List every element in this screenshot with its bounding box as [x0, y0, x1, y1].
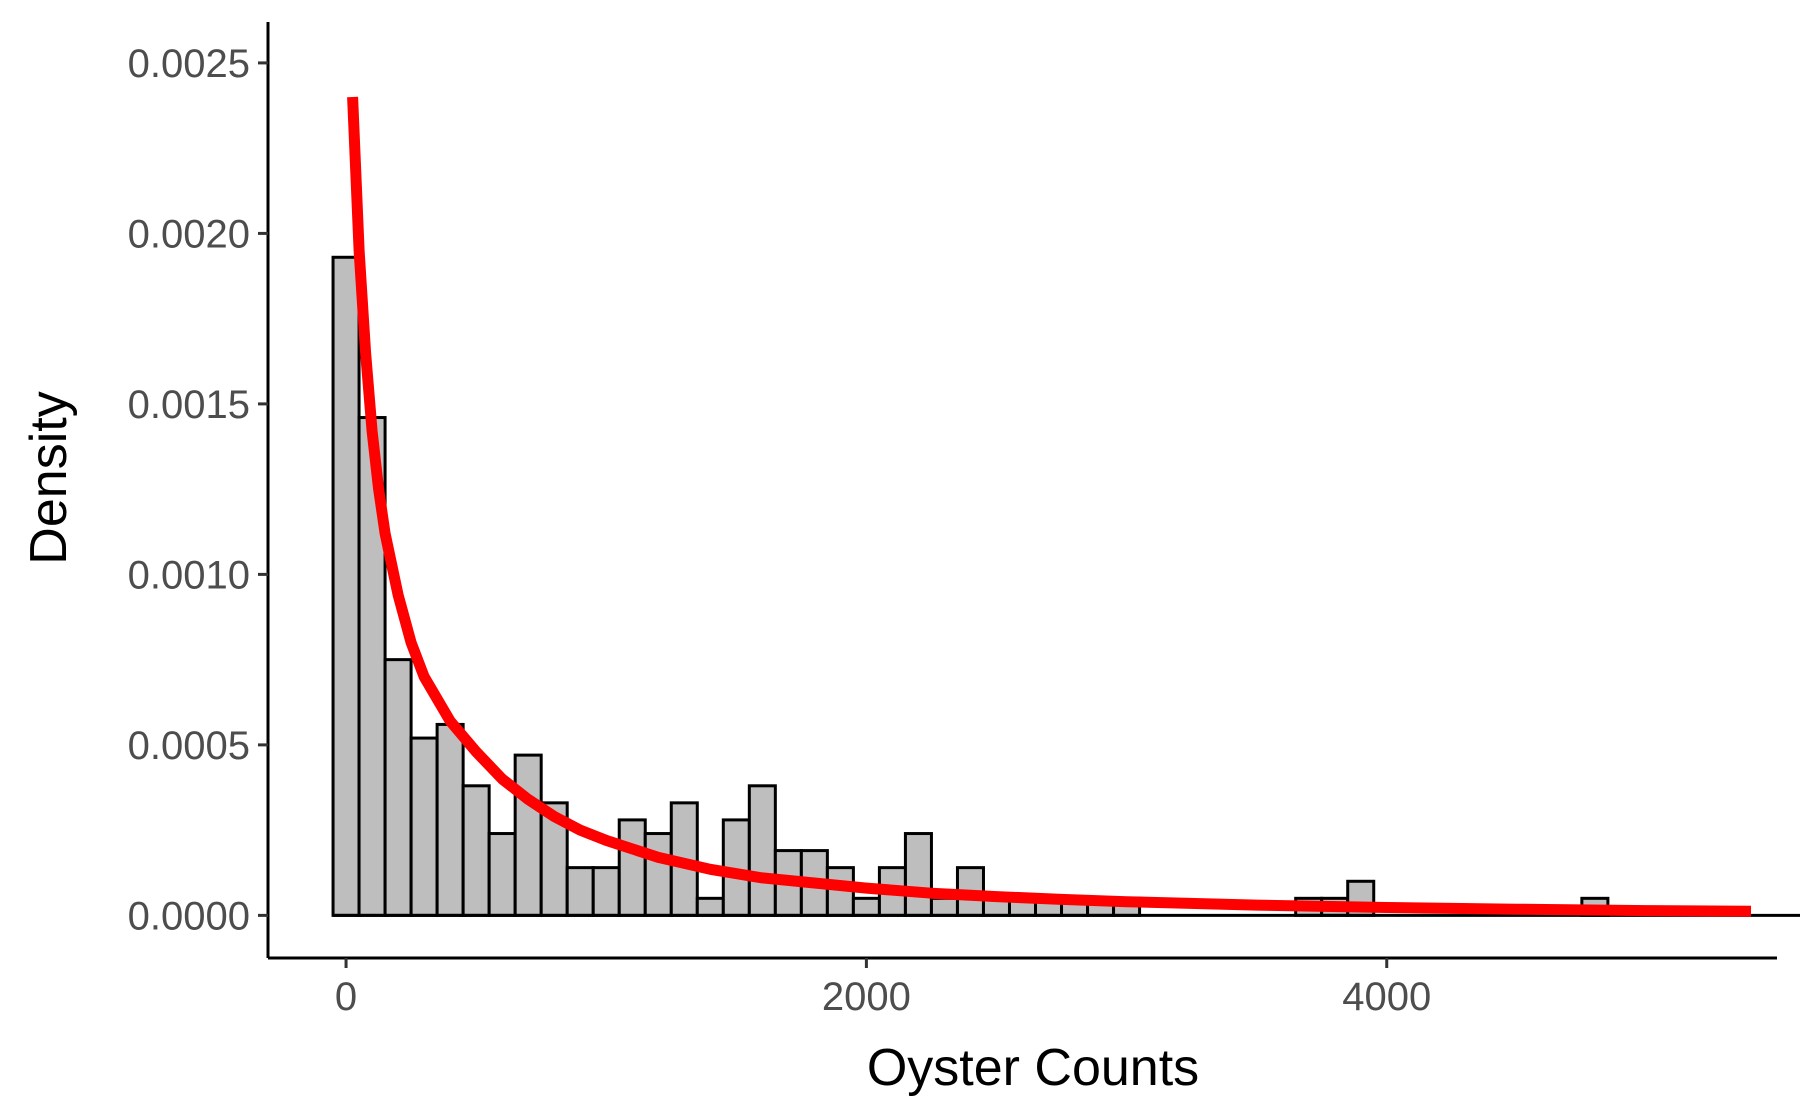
histogram-bar [929, 896, 959, 917]
x-axis-title: Oyster Counts [867, 1039, 1199, 1097]
histogram-bar [513, 753, 543, 917]
histogram-bar [617, 818, 647, 917]
y-tick-label: 0.0025 [128, 42, 250, 86]
histogram-bar [591, 866, 621, 917]
x-tick-label: 0 [335, 975, 357, 1019]
y-tick-label: 0.0000 [128, 894, 250, 938]
y-tick-label: 0.0020 [128, 212, 250, 256]
x-tick-label: 2000 [822, 975, 911, 1019]
histogram-bar [565, 866, 595, 917]
histogram-bar [903, 832, 933, 917]
histogram-bar [643, 832, 673, 917]
x-tick-label: 4000 [1342, 975, 1431, 1019]
histogram-bar [695, 896, 725, 917]
histogram-bar [747, 784, 777, 917]
y-tick-label: 0.0015 [128, 383, 250, 427]
histogram-bar [409, 736, 439, 917]
histogram-bar [851, 896, 881, 917]
histogram-bar [435, 722, 465, 917]
x-axis-ticks: 0 2000 4000 [335, 958, 1431, 1019]
histogram-bar [461, 784, 491, 917]
histogram-bar [383, 658, 413, 917]
y-tick-label: 0.0005 [128, 724, 250, 768]
y-axis-title: Density [20, 391, 78, 564]
y-tick-label: 0.0010 [128, 553, 250, 597]
fitted-density-curve [347, 96, 1752, 917]
histogram-bar [331, 255, 361, 917]
histogram-bar [487, 832, 517, 917]
y-axis-ticks: 0.0000 0.0005 0.0010 0.0015 0.0020 0.0025 [128, 42, 268, 938]
